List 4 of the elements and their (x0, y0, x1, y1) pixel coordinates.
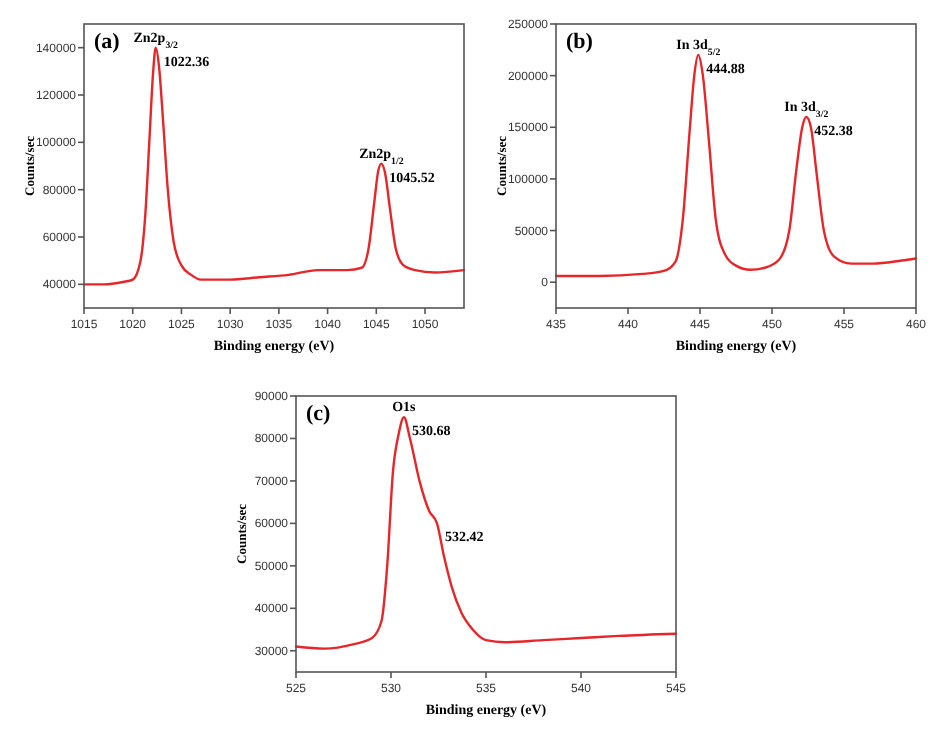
chart-title: (c) (306, 402, 332, 426)
chart-title: (a) (94, 30, 121, 54)
chart-title: (b) (566, 30, 594, 54)
line-series (554, 53, 918, 278)
